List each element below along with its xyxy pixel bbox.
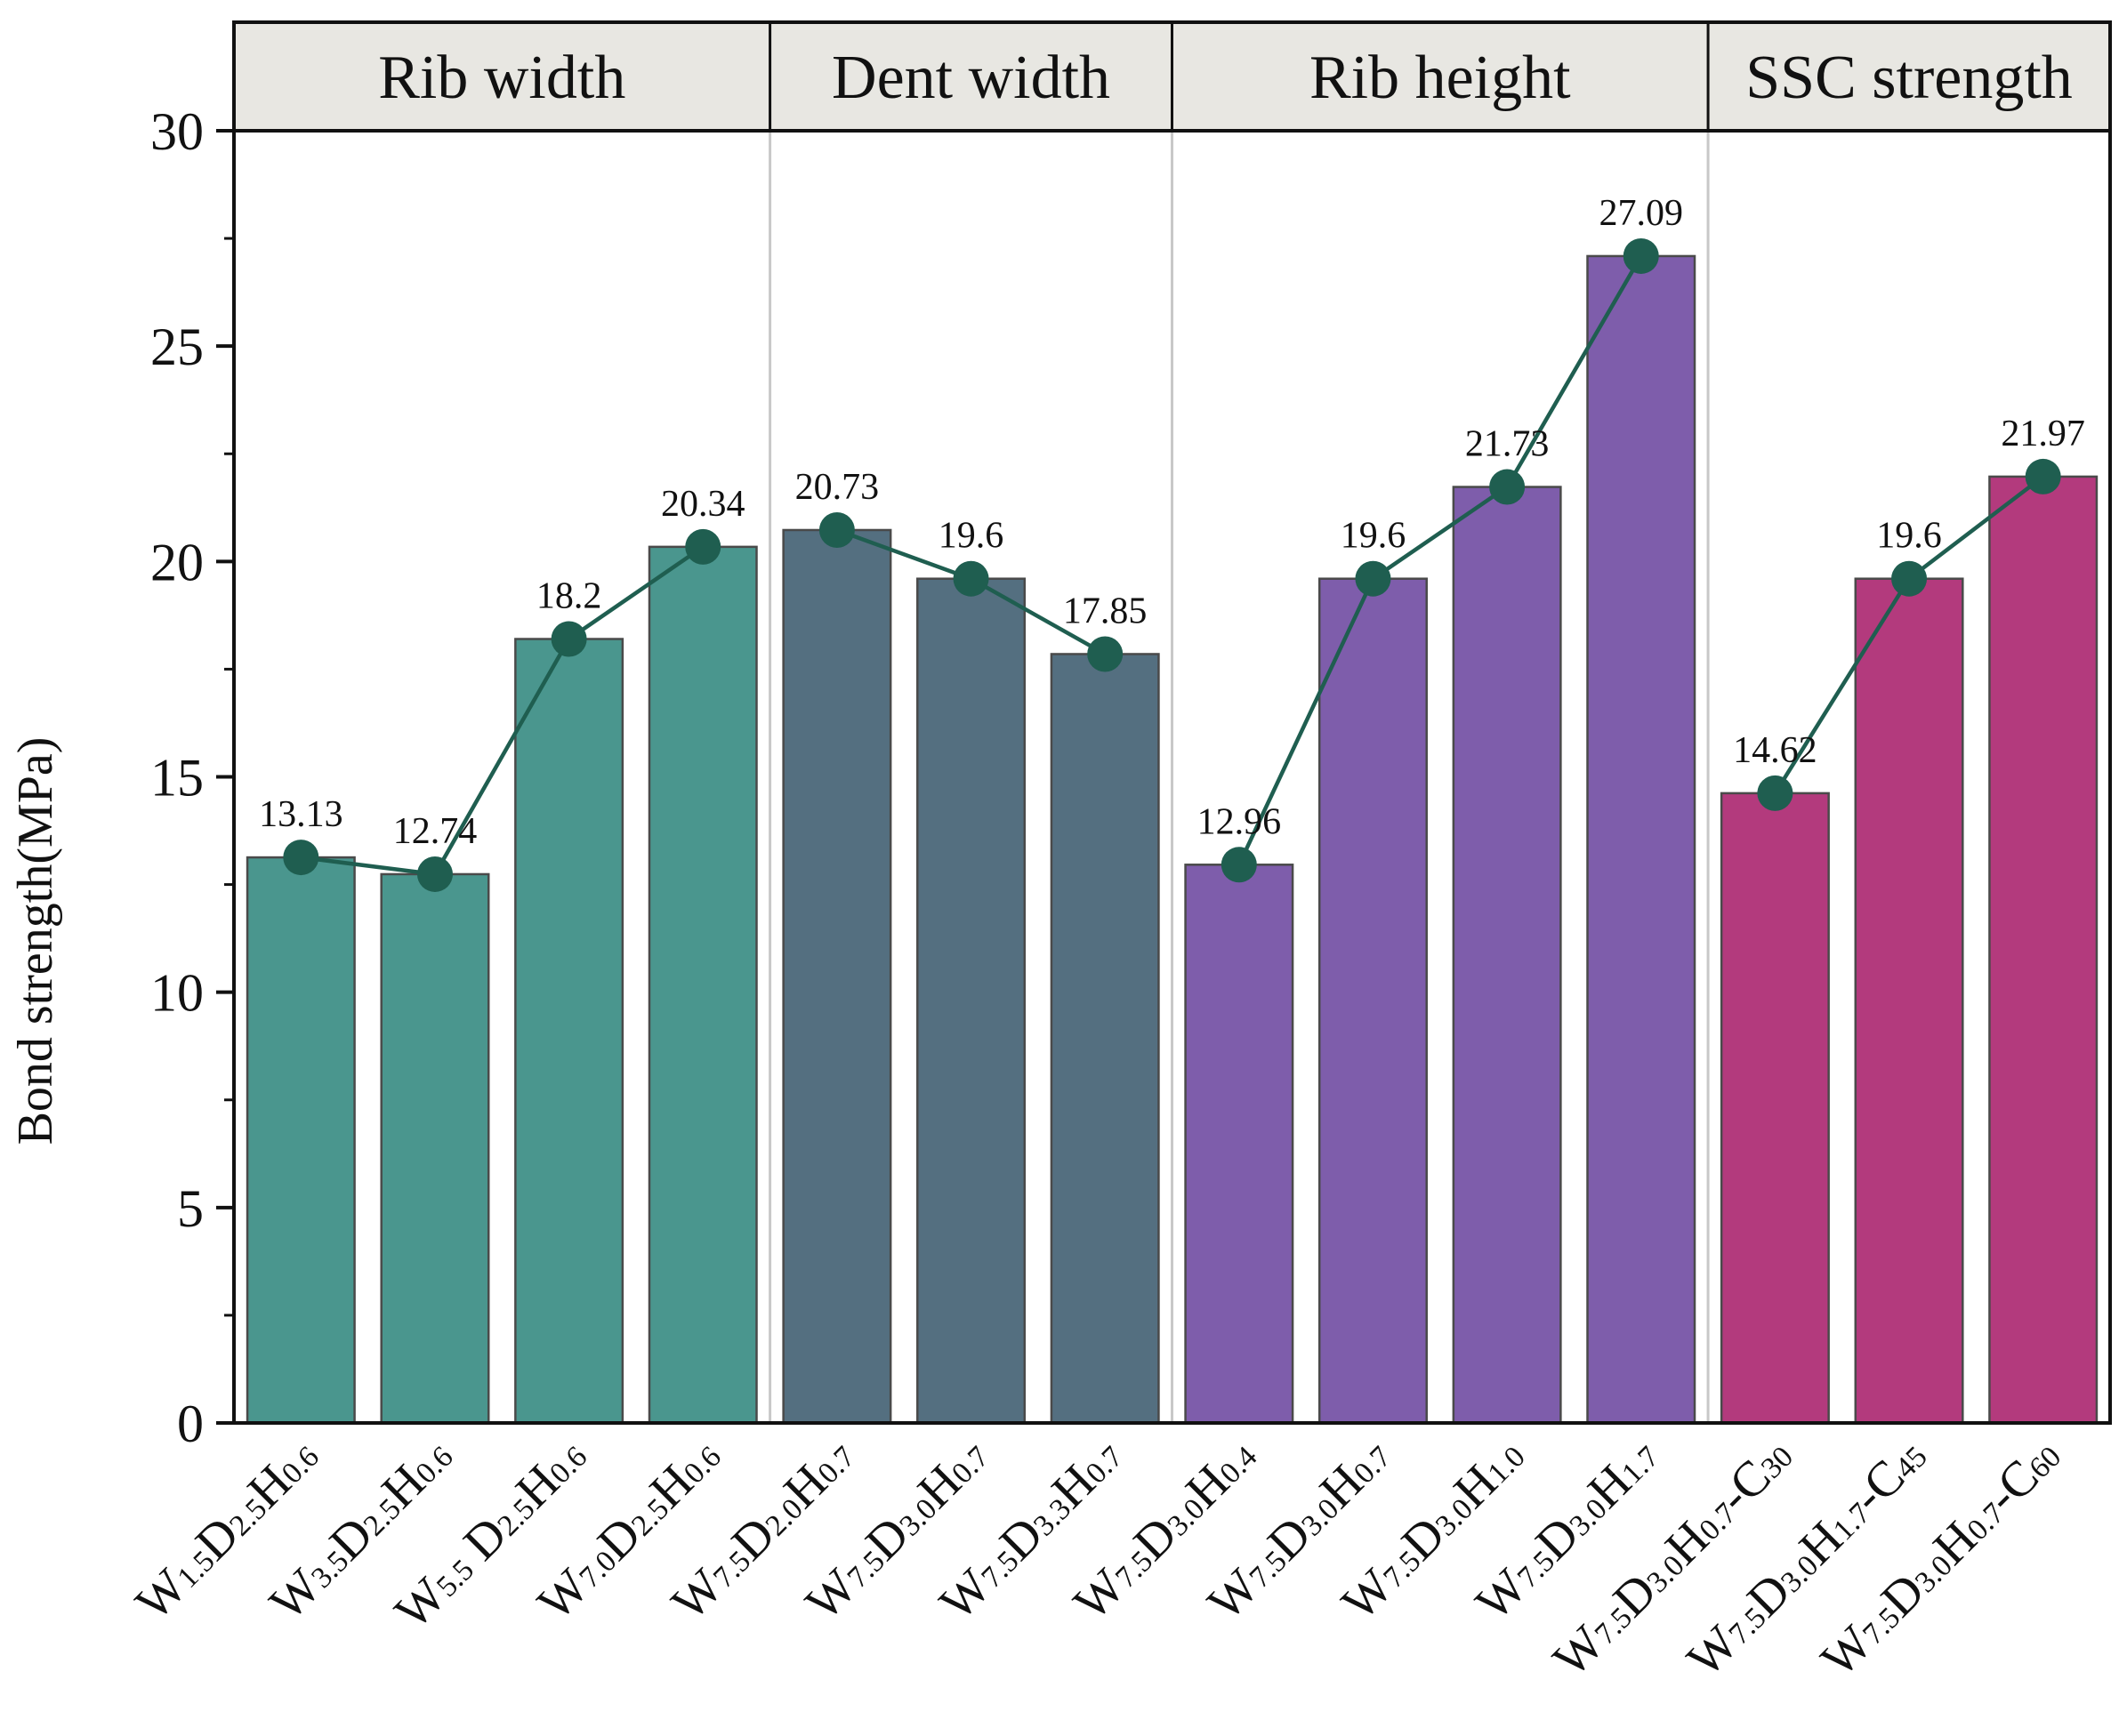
trend-line-segment: [301, 855, 436, 877]
bar: [1050, 653, 1160, 1425]
y-tick-label: 10: [150, 964, 204, 1023]
group-separators: [769, 131, 1710, 1423]
y-tick-label: 15: [150, 749, 204, 808]
group-header-strip: Rib width Dent width Rib height SSC strengt…: [232, 20, 2112, 133]
bar: [1988, 475, 2099, 1425]
axes: 0 5 10 15 20 25 30: [150, 102, 2112, 1453]
y-axis-title: Bond strength(MPa): [8, 737, 63, 1145]
value-label: 17.85: [1063, 591, 1148, 631]
value-label: 21.73: [1465, 424, 1550, 465]
trend-lines: [301, 254, 2045, 877]
value-label: 21.97: [2001, 414, 2085, 454]
category-label: W7.5D3.0H0.7-C60: [1811, 1427, 2071, 1687]
trend-line-segment: [568, 545, 705, 641]
value-label: 12.96: [1197, 801, 1282, 842]
value-label: 18.2: [536, 576, 602, 617]
trend-line-segment: [1505, 254, 1643, 488]
trend-line-segment: [1237, 577, 1375, 866]
value-label: 19.6: [1341, 516, 1406, 557]
group-title: Dent width: [832, 44, 1110, 112]
y-tick-label: 25: [150, 317, 204, 376]
bar: [246, 856, 356, 1425]
value-label: 12.74: [393, 811, 478, 852]
bar: [1317, 577, 1428, 1425]
data-point-marker: [1221, 847, 1257, 883]
value-label: 27.09: [1599, 193, 1684, 234]
data-point-marker: [1623, 237, 1659, 274]
bar: [648, 545, 758, 1425]
category-label: W7.5D3.0H1.7-C45: [1677, 1427, 1937, 1687]
data-point-marker: [1891, 560, 1928, 597]
y-tick-label: 0: [177, 1394, 204, 1453]
trend-line-segment: [1372, 485, 1509, 581]
data-point-marker: [2025, 458, 2061, 494]
data-point-marker: [1355, 560, 1391, 597]
bar: [514, 638, 624, 1425]
bar: [1854, 577, 1964, 1425]
bar: [1720, 792, 1830, 1425]
y-tick-label: 5: [177, 1179, 204, 1238]
trend-line-segment: [1773, 577, 1911, 795]
value-label: 14.62: [1733, 730, 1817, 771]
group-title: Rib height: [1309, 44, 1571, 112]
data-point-marker: [1757, 775, 1793, 811]
value-label: 20.73: [795, 467, 880, 508]
value-label: 13.13: [259, 794, 343, 835]
data-point-marker: [953, 560, 989, 597]
trend-line-segment: [433, 638, 571, 876]
y-tick-label: 30: [150, 102, 204, 161]
value-label: 19.6: [1876, 516, 1942, 557]
bar: [1184, 864, 1294, 1425]
value-labels: 13.13 12.74 18.2 20.34 20.73 19.6 17.85 12.96 19…: [259, 193, 2085, 852]
data-point-marker: [416, 856, 453, 892]
y-tick-label: 20: [150, 533, 204, 591]
value-label: 19.6: [939, 516, 1004, 557]
bar: [1452, 486, 1562, 1425]
bar: [782, 528, 892, 1425]
bar: [380, 872, 490, 1425]
value-label: 20.34: [661, 484, 745, 525]
group-title: SSC strength: [1745, 44, 2073, 112]
group-title: Rib width: [378, 44, 625, 112]
data-point-marker: [685, 528, 721, 565]
data-point-marker: [1489, 469, 1526, 505]
trend-line-segment: [970, 576, 1107, 656]
data-point-marker: [1087, 636, 1124, 672]
bar: [916, 577, 1027, 1425]
markers: [283, 237, 2061, 892]
data-point-marker: [818, 511, 855, 548]
data-point-marker: [283, 840, 319, 876]
trend-line-segment: [1907, 475, 2045, 581]
bar: [1586, 254, 1696, 1425]
trend-line-segment: [836, 527, 972, 581]
data-point-marker: [551, 621, 587, 657]
category-label: W7.5D3.0H0.7-C30: [1543, 1427, 1802, 1687]
category-labels: W1.5D2.5H0.6W3.5D2.5H0.6W5.5 D2.5H0.6W7.…: [125, 1427, 2071, 1687]
